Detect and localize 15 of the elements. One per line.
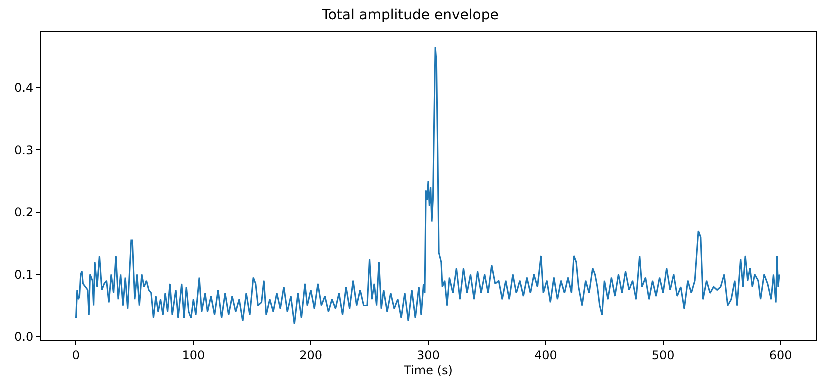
line-series — [75, 46, 780, 326]
y-tick-label: 0.0 — [14, 330, 34, 344]
x-tick-label: 0 — [72, 348, 80, 362]
y-tick-label: 0.3 — [14, 143, 34, 158]
x-axis-title: Time (s) — [403, 363, 453, 378]
x-tick-label: 400 — [534, 348, 558, 362]
x-tick-label: 600 — [769, 348, 792, 362]
y-tick-label: 0.2 — [14, 206, 34, 220]
x-tick-label: 200 — [300, 348, 323, 362]
x-tick-label: 100 — [182, 348, 206, 362]
x-tick-label: 300 — [417, 348, 440, 362]
x-tick-label: 500 — [652, 348, 675, 362]
y-tick-label: 0.4 — [14, 81, 34, 96]
chart-title: Total amplitude envelope — [321, 8, 499, 24]
y-tick-label: 0.1 — [14, 268, 34, 282]
